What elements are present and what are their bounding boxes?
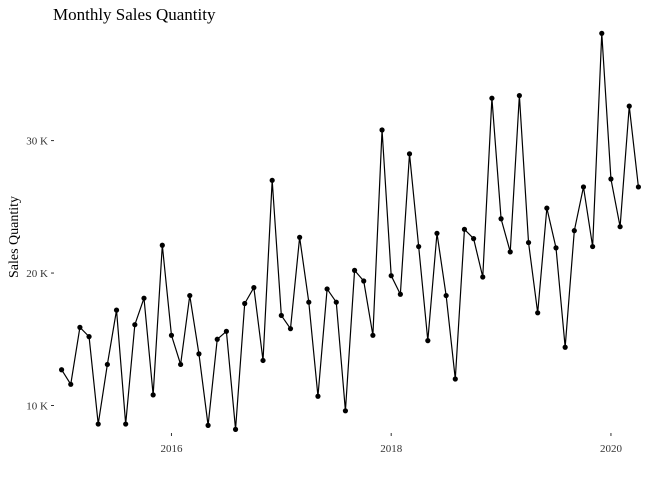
data-point: [242, 300, 248, 307]
data-point: [416, 243, 422, 250]
data-point: [324, 286, 330, 292]
data-point: [77, 324, 83, 330]
y-tick-label: 20 K: [26, 268, 48, 280]
data-point: [535, 310, 541, 316]
data-point: [132, 322, 138, 328]
data-point: [178, 361, 184, 368]
data-point: [553, 245, 559, 251]
data-point: [68, 381, 74, 387]
y-tick-label: 10 K: [26, 401, 48, 413]
data-point: [571, 228, 577, 234]
x-axis: 2016 2018 2020: [160, 433, 622, 455]
data-point: [617, 224, 623, 230]
x-tick-label: 2020: [600, 443, 623, 455]
data-point: [297, 234, 303, 240]
data-point: [516, 92, 522, 99]
data-point: [379, 127, 385, 133]
data-point: [58, 367, 65, 373]
data-point: [205, 422, 211, 428]
data-point: [434, 230, 440, 236]
data-point: [342, 408, 349, 414]
data-point: [507, 249, 513, 255]
data-point: [351, 267, 358, 273]
data-point: [187, 292, 193, 299]
x-tick-label: 2016: [160, 443, 183, 455]
data-point: [626, 103, 632, 109]
data-point: [86, 334, 92, 340]
data-point: [452, 376, 458, 382]
data-point: [443, 292, 449, 299]
data-point: [425, 338, 431, 344]
data-point: [608, 176, 614, 182]
data-point: [599, 30, 605, 36]
x-tick-label: 2018: [380, 443, 403, 455]
data-point: [278, 312, 284, 319]
data-point: [461, 226, 468, 232]
y-tick-label: 30 K: [26, 136, 48, 148]
data-point: [562, 344, 568, 350]
data-point: [232, 426, 239, 432]
data-point: [498, 216, 504, 222]
data-point: [223, 328, 229, 334]
y-axis-label: Sales Quantity: [7, 196, 22, 278]
data-point: [168, 332, 175, 338]
data-point: [635, 184, 642, 190]
data-point: [260, 357, 266, 364]
series-group: [58, 30, 642, 432]
data-point: [370, 332, 376, 338]
data-point: [333, 299, 339, 305]
data-point: [388, 273, 394, 279]
data-point: [525, 239, 532, 246]
data-point: [480, 274, 486, 280]
data-point: [113, 307, 120, 313]
data-point: [150, 392, 156, 398]
data-point: [196, 351, 202, 357]
data-point: [315, 393, 321, 399]
data-point: [406, 151, 413, 157]
data-point: [580, 184, 587, 190]
y-axis: 10 K 20 K 30 K: [26, 136, 54, 413]
data-point: [306, 299, 312, 305]
data-point: [489, 95, 495, 101]
data-point: [159, 242, 165, 248]
data-point: [544, 205, 550, 211]
data-point: [269, 177, 275, 183]
data-point: [471, 236, 477, 242]
series-line: [61, 33, 640, 430]
data-point: [251, 285, 257, 291]
data-point: [361, 278, 367, 284]
data-point: [141, 295, 147, 301]
data-point: [590, 243, 596, 250]
data-point: [287, 326, 294, 332]
data-point: [214, 336, 220, 342]
data-point: [95, 421, 101, 427]
data-point: [104, 361, 110, 368]
data-point: [397, 291, 403, 297]
data-point: [123, 421, 129, 427]
chart-title: Monthly Sales Quantity: [53, 5, 216, 24]
